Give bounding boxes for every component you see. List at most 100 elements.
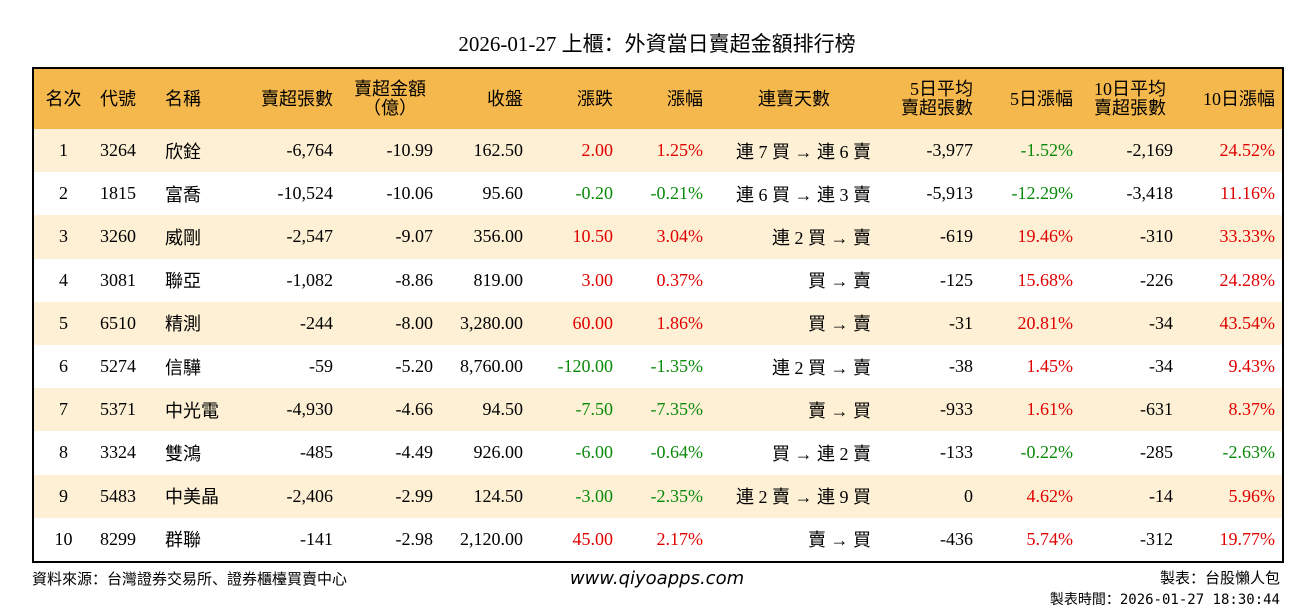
- ranking-table: 名次 代號 名稱 賣超張數 賣超金額 （億） 收盤 漲跌 漲幅 連賣天數 5日平均 賣超張數 5日漲幅 1…: [32, 67, 1284, 563]
- cell: 8299: [100, 528, 136, 549]
- cell: 3.04%: [620, 215, 710, 259]
- cell: 8,760.00: [460, 356, 523, 377]
- cell: -31: [878, 301, 980, 345]
- cell: -4,930: [238, 388, 340, 432]
- cell: 雙鴻: [165, 443, 201, 464]
- cell: 7: [33, 388, 93, 432]
- cell: 5: [33, 301, 93, 345]
- cell: -2.98: [395, 528, 434, 549]
- cell: -0.64%: [650, 442, 704, 463]
- cell: 5.96%: [1180, 474, 1283, 518]
- cell: 19.77%: [1219, 528, 1276, 549]
- cell: 4.62%: [980, 474, 1080, 518]
- cell: -3,977: [878, 129, 980, 173]
- cell: 2.00: [530, 129, 620, 173]
- cell: -933: [878, 388, 980, 432]
- header-cell: 漲跌: [530, 68, 620, 129]
- cell: 1.25%: [620, 129, 710, 173]
- header-text: 代號: [100, 88, 136, 109]
- header-text: 賣超張數: [261, 88, 333, 109]
- header-text: （億）: [363, 98, 417, 118]
- cell: -436: [940, 528, 973, 549]
- cell: 賣 → 買: [808, 530, 871, 551]
- cell: 1.86%: [620, 301, 710, 345]
- header-cell: 賣超張數: [238, 68, 340, 129]
- cell: -485: [300, 442, 333, 463]
- cell: -14: [1080, 474, 1180, 518]
- cell: -10.06: [386, 183, 434, 204]
- cell: -6.00: [575, 442, 614, 463]
- cell: -4.49: [395, 442, 434, 463]
- row: 3 3260 威剛 -2,547 -9.07 356.00 10.50 3.04% 連 2 買 …: [33, 215, 1283, 259]
- row: 1 3264 欣銓 -6,764 -10.99 162.50 2.00 1.25% 連 7 買 …: [33, 129, 1283, 173]
- row: 6 5274 信驊 -59 -5.20 8,760.00 -120.00 -1.35% 連 2 …: [33, 345, 1283, 388]
- cell: 買 → 賣: [808, 271, 871, 292]
- row: 8 3324 雙鴻 -485 -4.49 926.00 -6.00 -0.64% 買 → 連 2…: [33, 431, 1283, 474]
- cell: 連 2 買 → 賣: [710, 215, 878, 259]
- cell: -0.20: [575, 183, 614, 204]
- cell: -6,764: [238, 129, 340, 173]
- cell: 聯亞: [165, 271, 201, 292]
- header-text: 賣超張數: [1094, 98, 1166, 118]
- row: 7 5371 中光電 -4,930 -4.66 94.50 -7.50 -7.35% 賣 → 買…: [33, 388, 1283, 432]
- cell: 33.33%: [1180, 215, 1283, 259]
- header-text: 10日漲幅: [1203, 88, 1275, 109]
- cell: 8.37%: [1180, 388, 1283, 432]
- cell: -38: [949, 356, 973, 377]
- cell: -10.99: [340, 129, 440, 173]
- cell: 3.00: [581, 269, 614, 290]
- row: 4 3081 聯亞 -1,082 -8.86 819.00 3.00 0.37% 買 → 賣 -1…: [33, 259, 1283, 302]
- cell: -244: [238, 301, 340, 345]
- cell: 3260: [93, 215, 158, 259]
- header-cell: 名稱: [158, 68, 238, 129]
- cell: 6: [59, 356, 68, 377]
- cell: -2,406: [238, 474, 340, 518]
- row: 2 1815 富喬 -10,524 -10.06 95.60 -0.20 -0.21% 連 6 …: [33, 172, 1283, 215]
- header-cell: 10日平均 賣超張數: [1080, 68, 1180, 129]
- cell: -8.86: [395, 269, 434, 290]
- cell: 1: [33, 129, 93, 173]
- cell: 9.43%: [1228, 356, 1276, 377]
- cell: 24.52%: [1180, 129, 1283, 173]
- cell: -120.00: [557, 356, 614, 377]
- cell: 信驊: [165, 357, 201, 378]
- cell: 買 → 賣: [710, 301, 878, 345]
- cell: 124.50: [440, 474, 530, 518]
- cell: 19.46%: [980, 215, 1080, 259]
- cell: 10.50: [530, 215, 620, 259]
- header-text: 連賣天數: [758, 88, 830, 109]
- cell: -3.00: [530, 474, 620, 518]
- cell: 1.61%: [980, 388, 1080, 432]
- cell: -312: [1140, 528, 1173, 549]
- cell: -133: [940, 442, 973, 463]
- cell: -1.52%: [980, 129, 1080, 173]
- cell: 中光電: [158, 388, 238, 432]
- cell: 3081: [100, 269, 136, 290]
- header-cell: 代號: [93, 68, 158, 129]
- cell: -10,524: [277, 183, 334, 204]
- cell: 4: [59, 269, 68, 290]
- cell: -34: [1080, 301, 1180, 345]
- cell: 2: [59, 183, 68, 204]
- cell: -2,169: [1080, 129, 1180, 173]
- header-cell: 連賣天數: [710, 68, 878, 129]
- cell: 2,120.00: [460, 528, 523, 549]
- cell: 買 → 連 2 賣: [772, 443, 871, 464]
- cell: 95.60: [482, 183, 524, 204]
- cell: 3,280.00: [440, 301, 530, 345]
- header-cell: 收盤: [440, 68, 530, 129]
- cell: 賣 → 買: [710, 388, 878, 432]
- cell: -285: [1140, 442, 1173, 463]
- header-cell: 5日漲幅: [980, 68, 1080, 129]
- cell: -0.21%: [650, 183, 704, 204]
- row: 9 5483 中美晶 -2,406 -2.99 124.50 -3.00 -2.35% 連 2 …: [33, 474, 1283, 518]
- cell: -619: [878, 215, 980, 259]
- cell: 群聯: [165, 530, 201, 551]
- table-body: 1 3264 欣銓 -6,764 -10.99 162.50 2.00 1.25% 連 7 買 …: [33, 129, 1283, 562]
- cell: 10: [54, 528, 73, 549]
- header-text: 收盤: [487, 88, 523, 109]
- cell: -2.99: [340, 474, 440, 518]
- header-text: 5日平均: [910, 79, 973, 99]
- header-cell: 10日漲幅: [1180, 68, 1283, 129]
- cell: 11.16%: [1220, 183, 1275, 204]
